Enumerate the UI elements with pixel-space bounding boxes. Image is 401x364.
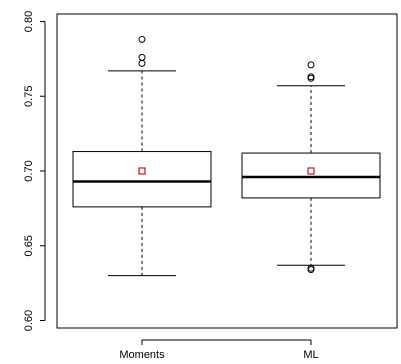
box-group	[241, 61, 381, 274]
mean-marker	[307, 167, 315, 175]
x-tick-label: ML	[303, 349, 318, 361]
mean-marker	[138, 167, 146, 175]
y-axis: 0.60 0.65 0.70 0.75 0.80	[23, 11, 46, 331]
box-group	[72, 35, 212, 277]
box-iqr	[241, 152, 381, 199]
y-tick-label: 0.60	[23, 310, 35, 331]
y-tick-label: 0.75	[23, 86, 35, 107]
plot-frame	[56, 13, 398, 329]
outlier-point	[307, 73, 315, 81]
y-tick-label: 0.65	[23, 235, 35, 256]
outlier-point	[138, 59, 146, 67]
outlier-point	[307, 264, 315, 272]
boxes-layer	[72, 35, 381, 277]
x-axis: Moments ML	[119, 339, 319, 361]
outlier-point	[138, 35, 146, 43]
box-iqr	[72, 151, 212, 208]
y-tick-label: 0.80	[23, 11, 35, 32]
outlier-point	[307, 61, 315, 69]
x-tick-label: Moments	[119, 349, 165, 361]
y-tick-label: 0.70	[23, 160, 35, 181]
outlier-point	[138, 53, 146, 61]
